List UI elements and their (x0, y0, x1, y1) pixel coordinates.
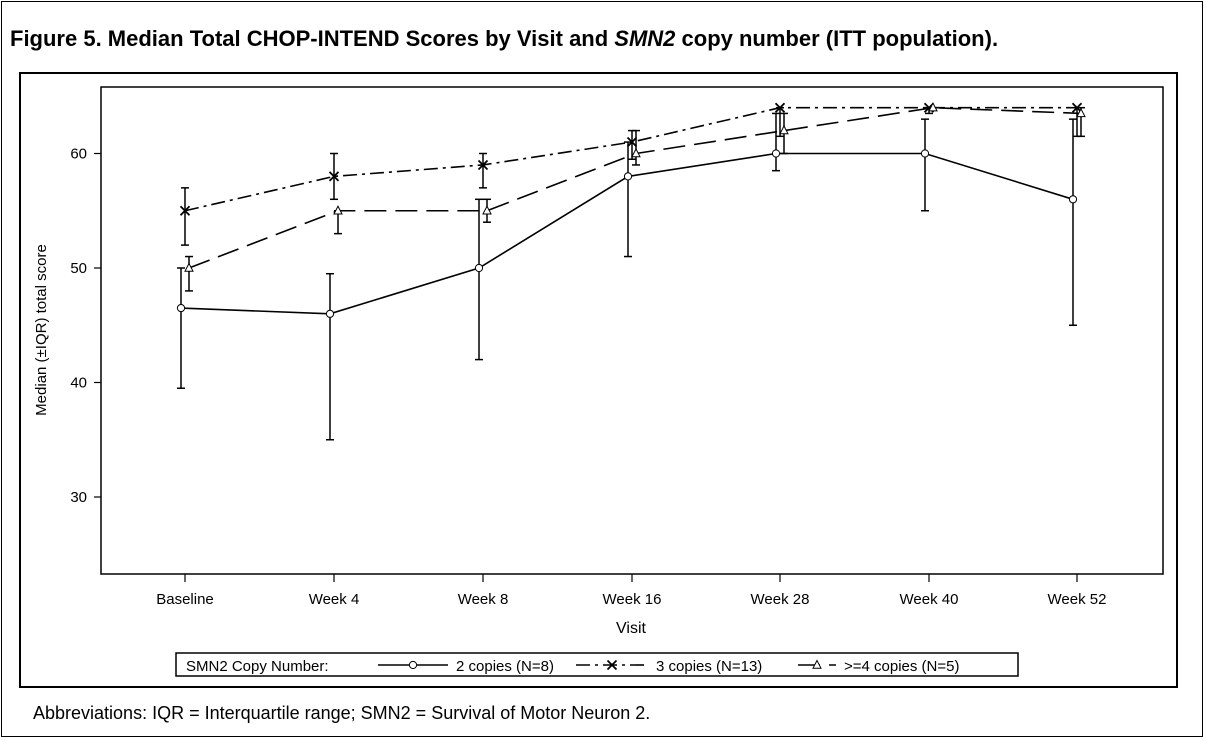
y-tick-label: 30 (70, 489, 87, 506)
data-point (328, 171, 340, 182)
data-point (333, 205, 343, 215)
data-point (184, 262, 194, 272)
data-point (1076, 107, 1086, 118)
legend-item: 3 copies (N=13) (576, 658, 762, 675)
x-tick-label: Week 40 (900, 591, 959, 608)
title-prefix: Figure 5. Median Total CHOP-INTEND Score… (10, 26, 615, 51)
data-point (631, 147, 641, 158)
legend: SMN2 Copy Number: 2 copies (N=8) 3 copies… (175, 652, 1019, 677)
y-axis-label: Median (±IQR) total score (33, 244, 50, 416)
legend-item: 2 copies (N=8) (378, 658, 554, 675)
plot-area (100, 86, 1164, 575)
legend-item: >=4 copies (N=5) (798, 658, 959, 675)
data-point (482, 205, 492, 215)
data-point (779, 125, 789, 135)
x-axis-label: Visit (616, 620, 646, 637)
legend-label: >=4 copies (N=5) (844, 658, 959, 675)
legend-marker (408, 660, 418, 670)
data-point (1068, 195, 1078, 204)
data-point (179, 205, 191, 216)
x-axis: Baseline Week 4 Week 8 Week 16 Week 28 Week 4… (156, 574, 1106, 608)
chart-frame (19, 72, 1178, 688)
x-tick-label: Week 4 (309, 591, 360, 608)
series-3 (184, 102, 1086, 292)
x-tick-label: Baseline (156, 591, 214, 608)
y-tick-label: 50 (70, 260, 87, 277)
data-point (325, 309, 335, 318)
data-point (176, 303, 186, 313)
legend-marker (812, 659, 822, 669)
series-line (188, 106, 1082, 269)
y-tick-label: 60 (70, 146, 87, 163)
title-suffix: copy number (ITT population). (675, 26, 999, 51)
data-point (474, 263, 484, 273)
x-tick-label: Week 16 (603, 591, 662, 608)
data-point (771, 149, 781, 158)
legend-items: 2 copies (N=8) 3 copies (N=13) >=4 copies … (378, 658, 959, 675)
y-axis: 30 40 50 60 (70, 146, 101, 506)
legend-marker (606, 659, 618, 671)
footnote: Abbreviations: IQR = Interquartile range… (33, 703, 651, 723)
data-point (626, 136, 638, 148)
series-1 (176, 112, 1078, 441)
data-point (774, 102, 786, 113)
legend-label: 3 copies (N=13) (656, 658, 762, 675)
x-tick-label: Week 52 (1048, 591, 1107, 608)
data-point (477, 159, 489, 171)
data-point (928, 102, 938, 112)
data-point (623, 172, 633, 181)
legend-label: 2 copies (N=8) (456, 658, 554, 675)
data-point (920, 149, 930, 158)
x-tick-label: Week 8 (458, 591, 509, 608)
y-tick-label: 40 (70, 375, 87, 392)
x-tick-label: Week 28 (751, 591, 810, 608)
title-italic: SMN2 (614, 26, 676, 51)
legend-heading: SMN2 Copy Number: (186, 658, 329, 675)
figure-title: Figure 5. Median Total CHOP-INTEND Score… (10, 26, 998, 52)
series-layer (176, 102, 1086, 441)
